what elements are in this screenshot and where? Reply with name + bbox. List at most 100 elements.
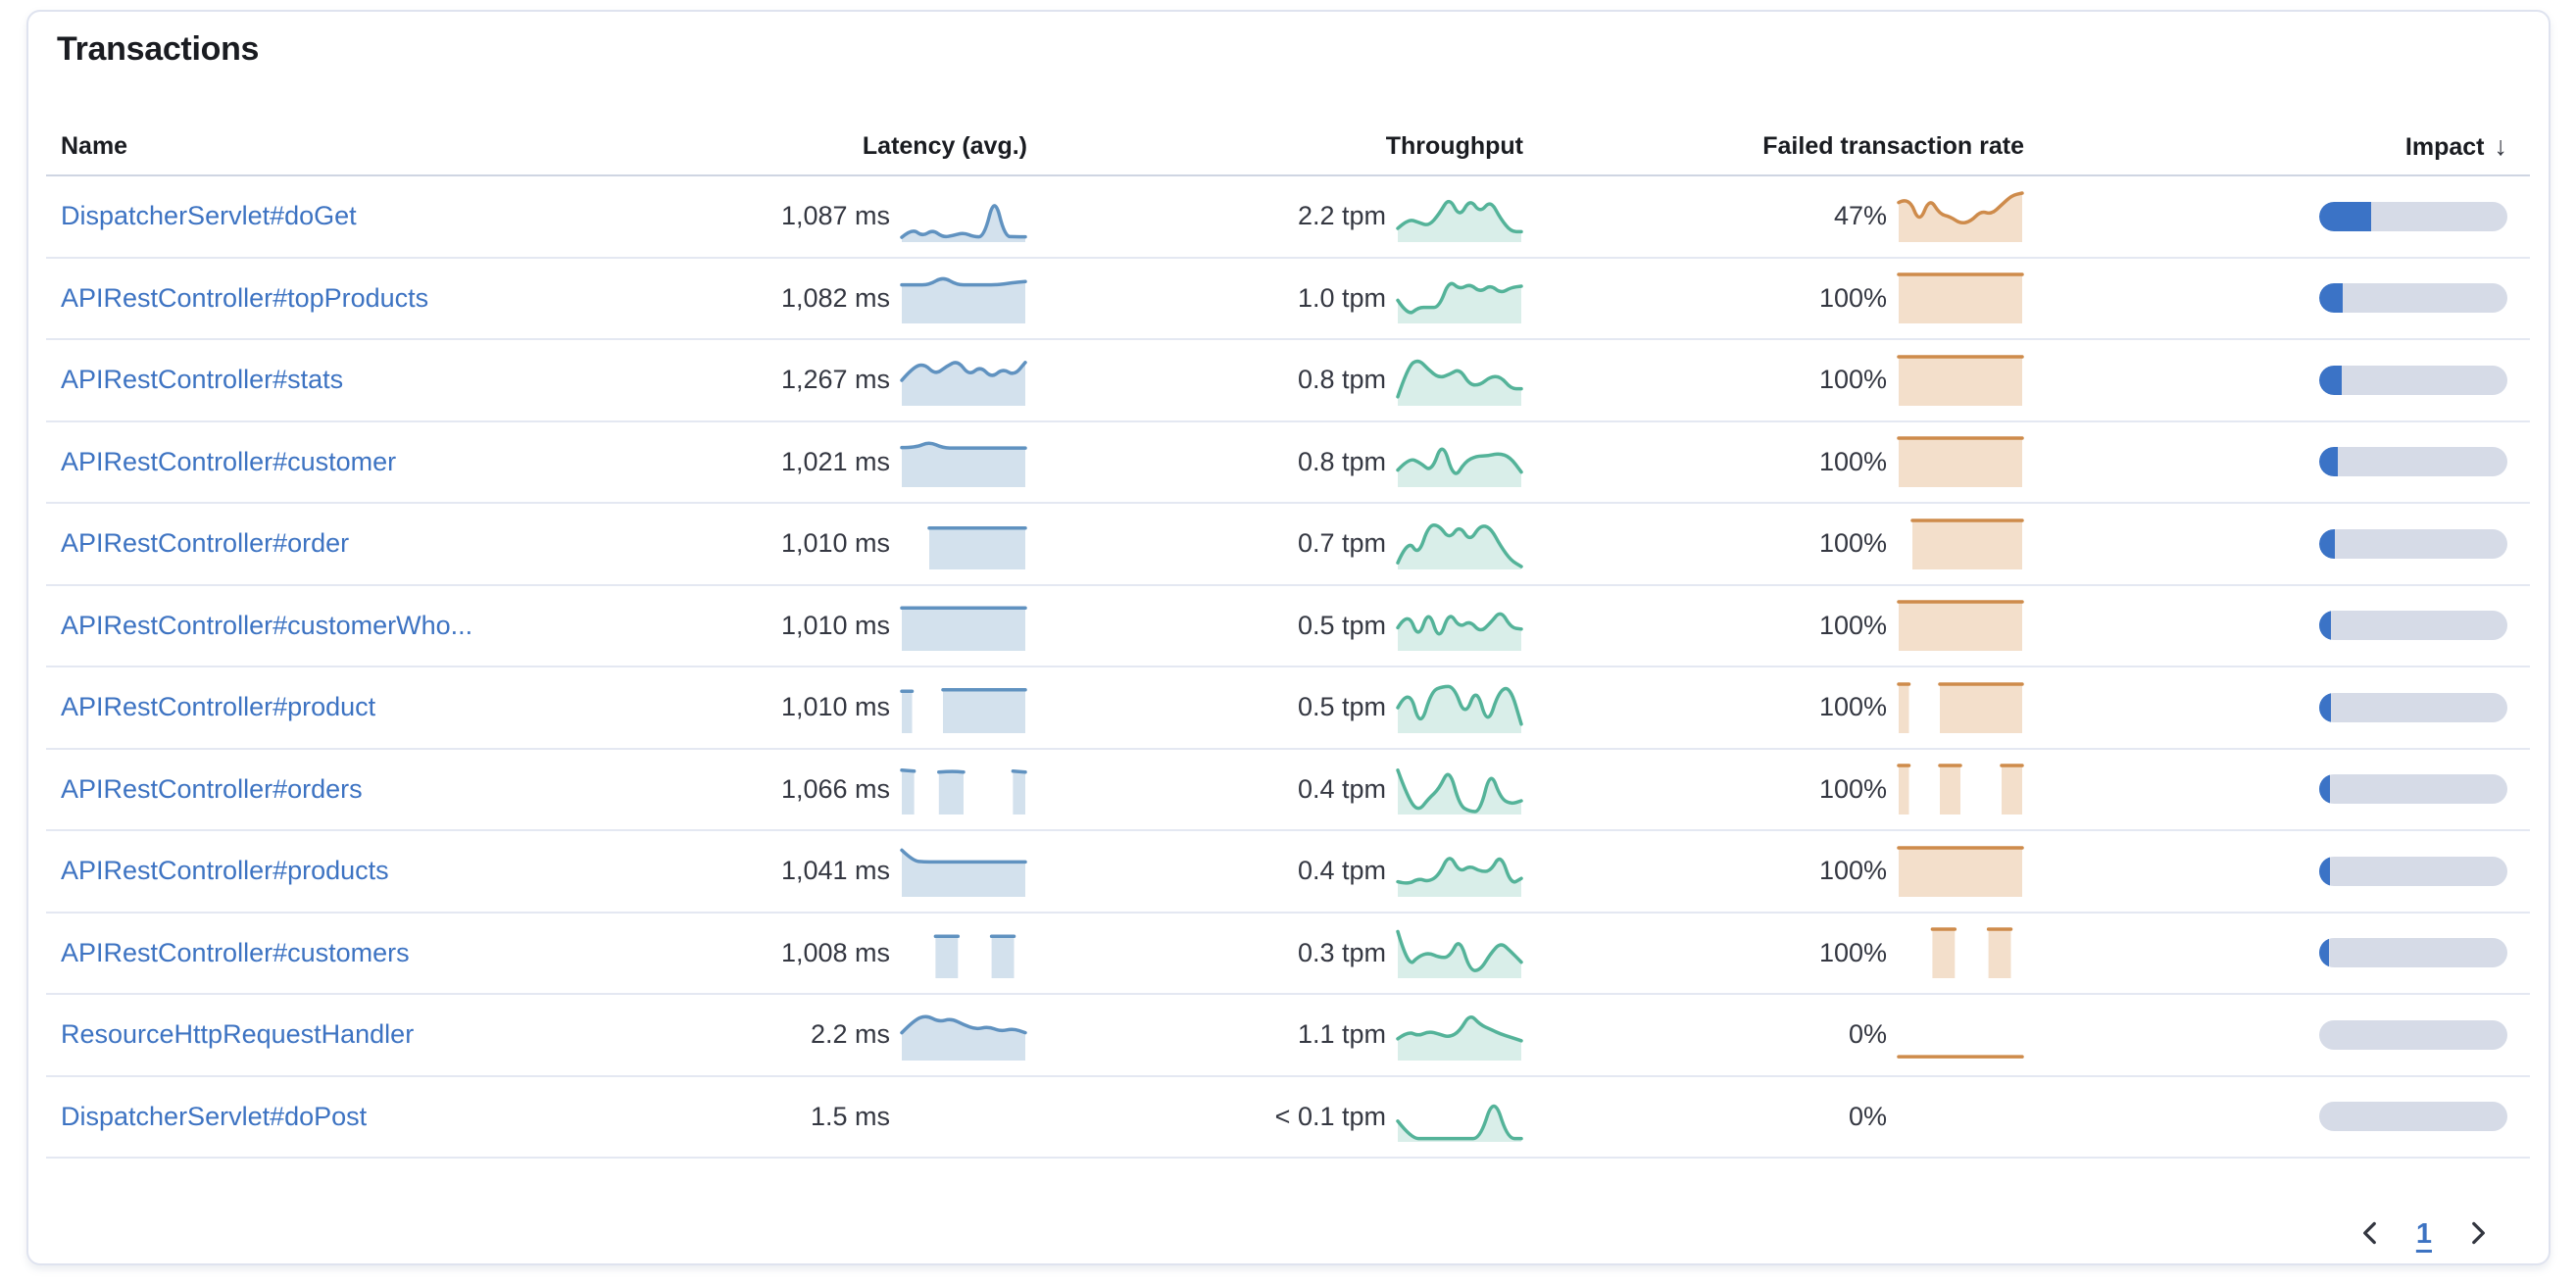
latency-cell: 1,082 ms <box>609 272 1050 324</box>
throughput-cell-value: 0.5 tpm <box>1297 692 1386 722</box>
latency-cell-sparkline <box>900 436 1027 488</box>
impact-bar-track <box>2319 283 2507 314</box>
throughput-cell: 1.1 tpm <box>1050 1010 1546 1061</box>
table-row: APIRestController#customers 1,008 ms 0.3 t… <box>46 914 2530 995</box>
impact-bar-track <box>2319 201 2507 231</box>
latency-cell-sparkline <box>900 355 1027 406</box>
throughput-cell-sparkline <box>1396 519 1523 569</box>
impact-bar-fill <box>2319 938 2329 968</box>
latency-cell: 1.5 ms <box>609 1091 1050 1142</box>
failed-rate-cell: 100% <box>1546 272 2047 324</box>
table-row: APIRestController#orders 1,066 ms 0.4 tpm 1… <box>46 750 2530 831</box>
latency-cell-value: 1,041 ms <box>780 856 890 886</box>
transaction-link[interactable]: APIRestController#customers <box>61 937 410 967</box>
throughput-cell-sparkline <box>1396 927 1523 979</box>
table-row: APIRestController#order 1,010 ms 0.7 tpm 10… <box>46 504 2530 586</box>
impact-cell <box>2047 611 2530 641</box>
failed-rate-cell-sparkline <box>1897 355 2024 406</box>
transaction-name-cell: APIRestController#orders <box>46 774 609 805</box>
table-header-row: Name Latency (avg.) Throughput Failed tr… <box>46 118 2530 176</box>
impact-cell <box>2047 692 2530 722</box>
latency-cell: 1,010 ms <box>609 600 1050 652</box>
throughput-cell-sparkline <box>1396 436 1523 488</box>
impact-bar-fill <box>2319 692 2332 722</box>
transaction-link[interactable]: APIRestController#customer <box>61 446 397 476</box>
throughput-cell-sparkline <box>1396 355 1523 406</box>
impact-cell <box>2047 201 2530 231</box>
page-1-button[interactable]: 1 <box>2408 1214 2440 1255</box>
throughput-cell-sparkline <box>1396 191 1523 242</box>
table-body: DispatcherServlet#doGet 1,087 ms 2.2 tpm 47… <box>46 176 2530 1159</box>
panel-title: Transactions <box>57 30 260 68</box>
latency-cell-sparkline <box>900 191 1027 242</box>
column-header-name[interactable]: Name <box>61 131 128 160</box>
sort-desc-icon: ↓ <box>2494 130 2508 161</box>
chevron-left-icon <box>2353 1216 2387 1253</box>
failed-rate-cell: 100% <box>1546 600 2047 652</box>
transaction-link[interactable]: DispatcherServlet#doPost <box>61 1101 368 1131</box>
impact-bar-fill <box>2319 447 2339 477</box>
failed-rate-cell-sparkline <box>1897 927 2024 979</box>
transaction-link[interactable]: DispatcherServlet#doGet <box>61 201 357 231</box>
impact-cell <box>2047 365 2530 395</box>
impact-bar-fill <box>2319 774 2331 805</box>
transaction-name-cell: APIRestController#order <box>46 528 609 559</box>
column-header-throughput[interactable]: Throughput <box>1385 131 1523 160</box>
latency-cell: 1,066 ms <box>609 764 1050 815</box>
throughput-cell: 0.7 tpm <box>1050 519 1546 569</box>
impact-bar-track <box>2319 365 2507 395</box>
latency-cell-value: 1,010 ms <box>780 528 890 559</box>
impact-bar-track <box>2319 938 2507 968</box>
throughput-cell-value: 0.8 tpm <box>1297 446 1386 476</box>
failed-rate-cell: 100% <box>1546 846 2047 897</box>
transaction-link[interactable]: APIRestController#order <box>61 528 350 559</box>
impact-cell <box>2047 447 2530 477</box>
impact-cell <box>2047 1019 2530 1050</box>
transaction-link[interactable]: APIRestController#orders <box>61 773 363 804</box>
throughput-cell: 0.8 tpm <box>1050 355 1546 406</box>
throughput-cell: 0.4 tpm <box>1050 846 1546 897</box>
table-row: APIRestController#customer 1,021 ms 0.8 tp… <box>46 422 2530 504</box>
latency-cell-sparkline <box>900 519 1027 569</box>
failed-rate-cell-value: 100% <box>1818 692 1887 722</box>
impact-cell <box>2047 938 2530 968</box>
latency-cell-value: 1,008 ms <box>780 937 890 967</box>
table-row: APIRestController#product 1,010 ms 0.5 tpm… <box>46 667 2530 750</box>
throughput-cell-value: 0.7 tpm <box>1297 528 1386 559</box>
failed-rate-cell-value: 100% <box>1818 528 1887 559</box>
impact-bar-track <box>2319 1102 2507 1132</box>
prev-page-button[interactable] <box>2348 1210 2393 1259</box>
latency-cell-sparkline <box>900 927 1027 979</box>
table-row: APIRestController#topProducts 1,082 ms 1.0… <box>46 259 2530 340</box>
next-page-button[interactable] <box>2455 1210 2501 1259</box>
transaction-link[interactable]: APIRestController#product <box>61 692 376 722</box>
failed-rate-cell: 0% <box>1546 1010 2047 1061</box>
latency-cell: 1,021 ms <box>609 436 1050 488</box>
transaction-link[interactable]: APIRestController#products <box>61 856 389 886</box>
column-header-latency[interactable]: Latency (avg.) <box>862 131 1027 160</box>
throughput-cell-value: 0.8 tpm <box>1297 365 1386 395</box>
throughput-cell: 0.3 tpm <box>1050 927 1546 979</box>
transaction-link[interactable]: ResourceHttpRequestHandler <box>61 1019 415 1050</box>
latency-cell: 1,010 ms <box>609 682 1050 733</box>
transaction-link[interactable]: APIRestController#stats <box>61 365 344 395</box>
latency-cell-sparkline <box>900 272 1027 324</box>
column-header-impact[interactable]: Impact ↓ <box>2047 131 2530 162</box>
latency-cell: 2.2 ms <box>609 1010 1050 1061</box>
failed-rate-cell-sparkline <box>1897 846 2024 897</box>
failed-rate-cell-value: 100% <box>1818 365 1887 395</box>
column-header-failed-rate[interactable]: Failed transaction rate <box>1762 131 2024 160</box>
failed-rate-cell-value: 47% <box>1833 201 1887 231</box>
failed-rate-cell-value: 100% <box>1818 446 1887 476</box>
failed-rate-cell: 100% <box>1546 764 2047 815</box>
failed-rate-cell-sparkline <box>1897 682 2024 733</box>
throughput-cell-sparkline <box>1396 1010 1523 1061</box>
impact-cell <box>2047 283 2530 314</box>
transaction-link[interactable]: APIRestController#customerWho... <box>61 610 473 640</box>
throughput-cell: 2.2 tpm <box>1050 191 1546 242</box>
throughput-cell-sparkline <box>1396 600 1523 652</box>
transaction-link[interactable]: APIRestController#topProducts <box>61 282 429 313</box>
throughput-cell: 0.5 tpm <box>1050 600 1546 652</box>
throughput-cell-sparkline <box>1396 682 1523 733</box>
throughput-cell-value: 0.4 tpm <box>1297 856 1386 886</box>
